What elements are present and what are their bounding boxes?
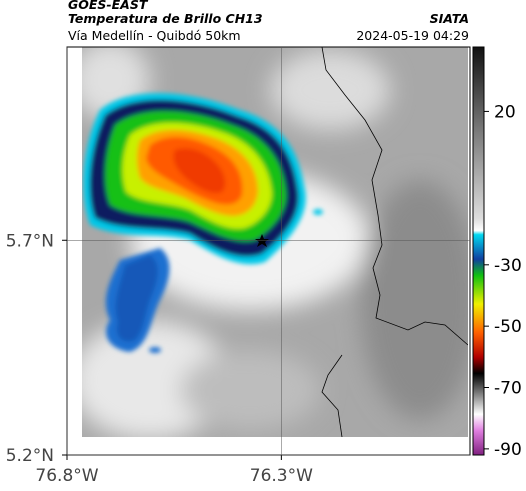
- region: Vía Medellín - Quibdó 50km: [68, 28, 241, 43]
- colorbar-tick-label: -70: [494, 379, 522, 399]
- source: SIATA: [430, 11, 469, 26]
- satellite-image: [82, 47, 468, 437]
- border: [321, 47, 468, 346]
- border: [321, 354, 343, 437]
- colorbar: [472, 46, 485, 456]
- y-tick-label: 5.2°N: [6, 446, 54, 466]
- colorbar-tick-label: -90: [494, 440, 522, 460]
- colorbar-tick-label: -30: [494, 256, 522, 276]
- colorbar-tick-label: -50: [494, 317, 522, 337]
- satellite: GOES-EAST: [68, 0, 149, 12]
- y-tick-label: 5.7°N: [6, 231, 54, 251]
- x-tick-label: 76.8°W: [35, 466, 98, 486]
- product: Temperatura de Brillo CH13: [68, 11, 263, 26]
- x-tick-label: 76.3°W: [250, 466, 313, 486]
- colorbar-tick-label: 20: [494, 102, 516, 122]
- timestamp: 2024-05-19 04:29: [356, 28, 469, 43]
